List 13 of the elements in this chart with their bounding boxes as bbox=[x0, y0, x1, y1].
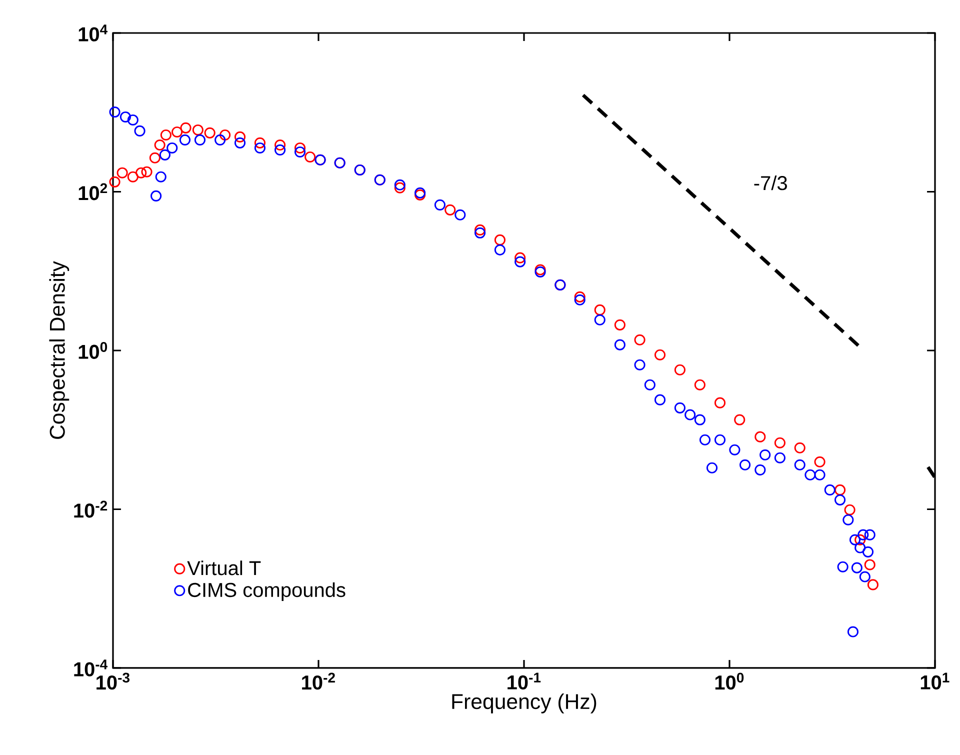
y-tick-label: 10$^{4}$ bbox=[78, 24, 108, 42]
y-axis-title: Cospectral Density bbox=[49, 261, 70, 439]
legend-label: Virtual T bbox=[187, 560, 261, 576]
x-tick-label: 10$^{-2}$ bbox=[302, 672, 335, 690]
x-axis-title: Frequency (Hz) bbox=[452, 693, 596, 714]
legend-label: CIMS compounds bbox=[188, 582, 346, 602]
x-tick-label: 10$^{-1}$ bbox=[508, 672, 541, 690]
y-tick-label: 10$^{-2}$ bbox=[74, 500, 108, 518]
y-tick-label: 10$^{2}$ bbox=[78, 183, 108, 200]
x-tick-label: 10$^{0}$ bbox=[715, 672, 744, 690]
annotation: -7/3 bbox=[754, 176, 787, 190]
x-tick-label: 10$^{1}$ bbox=[920, 672, 950, 690]
y-tick-label: 10$^{0}$ bbox=[78, 342, 108, 359]
